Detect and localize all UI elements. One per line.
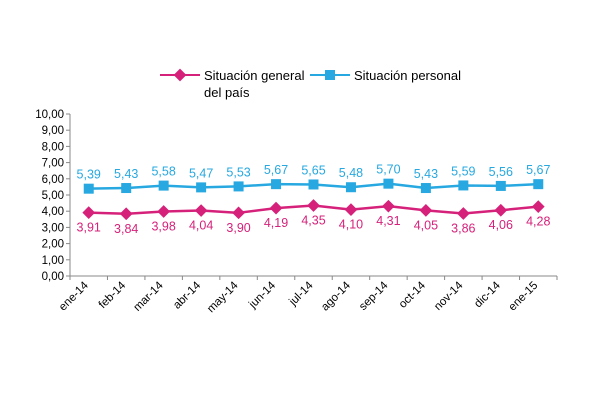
data-point-personal — [533, 179, 544, 190]
data-label-general: 3,91 — [77, 221, 101, 235]
legend-item-general: Situación general del país — [160, 68, 305, 100]
y-tick-label: 6,00 — [42, 174, 64, 186]
data-label-personal: 5,58 — [151, 165, 175, 179]
data-label-personal: 5,53 — [226, 165, 250, 179]
data-point-general — [82, 206, 96, 220]
data-point-personal — [233, 181, 244, 192]
data-label-personal: 5,47 — [189, 166, 213, 180]
data-point-general — [232, 206, 245, 220]
data-point-general — [269, 201, 283, 215]
data-label-general: 4,35 — [301, 214, 325, 228]
x-tick-label: ene-14 — [57, 279, 91, 313]
y-tick-label: 1,00 — [42, 255, 64, 267]
x-tick-label: ene-15 — [507, 280, 541, 314]
x-tick-label: oct-14 — [397, 279, 429, 311]
x-tick-label: feb-14 — [97, 279, 129, 311]
legend: Situación general del país Situación per… — [160, 68, 461, 100]
data-label-personal: 5,65 — [301, 163, 325, 177]
x-tick-label: abr-14 — [171, 279, 203, 311]
y-tick-label: 0,00 — [42, 271, 64, 283]
data-label-personal: 5,48 — [339, 166, 363, 180]
data-label-general: 4,31 — [376, 214, 400, 228]
data-point-personal — [383, 178, 394, 189]
y-tick-label: 7,00 — [42, 158, 64, 170]
y-tick-label: 3,00 — [42, 222, 64, 234]
data-point-personal — [308, 179, 319, 190]
data-label-personal: 5,59 — [451, 164, 475, 178]
data-point-personal — [271, 179, 282, 190]
x-tick-label: jul-14 — [287, 279, 317, 309]
x-tick-label: nov-14 — [432, 279, 466, 313]
data-point-personal — [345, 182, 356, 193]
data-label-general: 4,05 — [414, 218, 438, 232]
data-point-personal — [458, 180, 469, 191]
y-tick-label: 10,00 — [35, 109, 64, 121]
data-point-general — [382, 199, 395, 213]
data-point-personal — [158, 180, 169, 191]
data-point-personal — [121, 183, 132, 194]
y-tick-label: 4,00 — [42, 206, 64, 218]
data-label-personal: 5,56 — [489, 165, 513, 179]
y-tick-label: 8,00 — [42, 141, 64, 153]
data-label-personal: 5,67 — [264, 163, 288, 177]
legend-label-general-line-2: del país — [204, 85, 250, 100]
data-point-general — [307, 199, 320, 212]
y-tick-label: 5,00 — [42, 190, 64, 202]
data-label-personal: 5,39 — [77, 168, 101, 182]
x-tick-label: jun-14 — [246, 279, 278, 311]
data-point-personal — [420, 183, 431, 194]
legend-label-general-line-1: Situación general — [204, 68, 305, 83]
legend-label-personal: Situación personal — [354, 68, 461, 83]
data-label-general: 4,19 — [264, 216, 288, 230]
data-point-general — [531, 200, 545, 214]
data-label-personal: 5,43 — [114, 167, 138, 181]
data-label-personal: 5,43 — [414, 167, 438, 181]
data-point-general — [456, 207, 470, 220]
data-label-personal: 5,67 — [526, 163, 550, 177]
data-point-personal — [196, 182, 207, 193]
data-label-general: 3,90 — [226, 221, 250, 235]
legend-marker-general — [173, 68, 187, 82]
legend-marker-personal — [325, 70, 335, 80]
data-label-general: 3,84 — [114, 222, 138, 236]
x-tick-label: may-14 — [205, 279, 241, 315]
data-point-general — [494, 203, 508, 217]
data-label-general: 4,04 — [189, 219, 213, 233]
y-tick-label: 9,00 — [42, 125, 64, 137]
data-point-general — [419, 204, 433, 217]
data-point-general — [344, 203, 358, 216]
data-point-personal — [495, 180, 506, 191]
data-point-general — [119, 207, 133, 221]
series-layer: 3,91 3,84 3,98 4,04 3,90 4,19 4,35 4,10 4,31 4,05… — [77, 163, 551, 236]
data-label-general: 4,28 — [526, 215, 550, 229]
x-tick-label: ago-14 — [319, 279, 353, 313]
data-label-general: 4,06 — [489, 218, 513, 232]
x-tick-label: dic-14 — [472, 279, 503, 310]
x-tick-label: sep-14 — [357, 279, 391, 313]
y-tick-label: 2,00 — [42, 239, 64, 251]
data-label-general: 4,10 — [339, 218, 363, 232]
legend-item-personal: Situación personal — [310, 68, 461, 83]
data-point-personal — [83, 183, 94, 194]
data-point-general — [157, 205, 171, 218]
data-label-personal: 5,70 — [376, 163, 400, 177]
data-point-general — [194, 204, 208, 217]
data-label-general: 3,98 — [151, 220, 175, 234]
x-tick-label: mar-14 — [132, 279, 167, 314]
data-label-general: 3,86 — [451, 221, 475, 235]
